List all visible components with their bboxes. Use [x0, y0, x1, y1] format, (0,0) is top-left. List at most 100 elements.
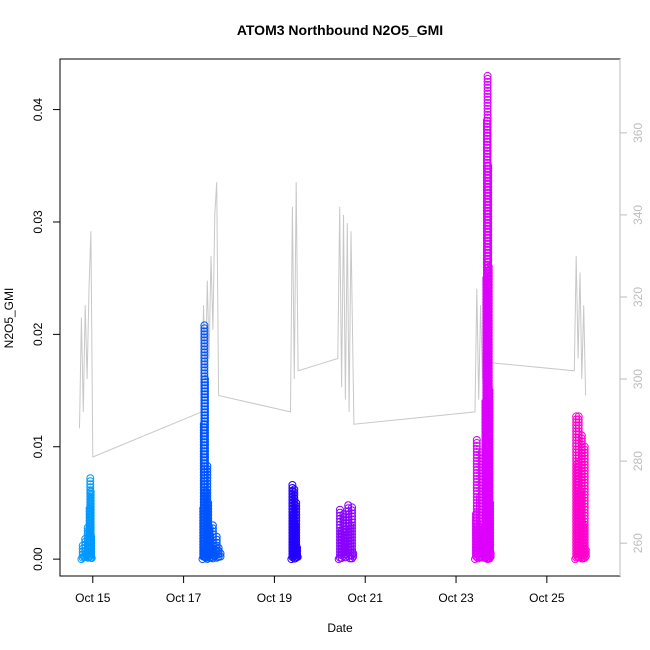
data-point-fill	[580, 484, 589, 493]
data-point-fill	[203, 488, 212, 497]
data-point-fill	[86, 514, 95, 523]
data-point-fill	[484, 209, 493, 218]
data-point-fill	[348, 515, 356, 524]
data-point-fill	[484, 334, 493, 343]
data-point-fill	[86, 526, 95, 535]
data-point-fill	[485, 419, 494, 428]
data-point-fill	[580, 502, 589, 511]
data-point-fill	[485, 410, 494, 419]
data-point-fill	[574, 415, 583, 424]
data-point-fill	[485, 395, 494, 404]
data-point	[216, 549, 225, 558]
data-point	[293, 543, 302, 552]
x-tick-label: Oct 19	[257, 591, 293, 605]
data-point-fill	[485, 401, 494, 410]
right-axis-tick-label: 360	[631, 123, 645, 143]
data-point-fill	[484, 289, 493, 298]
data-point	[292, 498, 301, 507]
data-point-fill	[484, 248, 493, 257]
data-point-fill	[484, 182, 493, 191]
chart-title: ATOM3 Northbound N2O5_GMI	[237, 22, 443, 38]
data-point-fill	[486, 501, 495, 510]
data-point-fill	[293, 546, 302, 555]
data-point-fill	[485, 416, 494, 425]
data-point-fill	[485, 464, 494, 473]
data-point-fill	[203, 479, 212, 488]
data-point-fill	[486, 525, 495, 534]
data-point-fill	[580, 487, 589, 496]
data-point-fill	[486, 519, 495, 528]
data-point-fill	[483, 104, 492, 113]
data-point-fill	[574, 418, 583, 427]
data-point-fill	[484, 373, 493, 382]
data-point-fill	[486, 504, 495, 513]
data-point-fill	[484, 203, 493, 212]
data-point-fill	[201, 426, 209, 435]
data-point-fill	[484, 325, 493, 334]
data-point-fill	[483, 122, 492, 131]
data-point-fill	[290, 503, 299, 512]
data-point	[214, 543, 223, 552]
data-point-fill	[484, 322, 493, 331]
data-point	[486, 498, 495, 507]
data-point-fill	[485, 404, 494, 413]
data-point-fill	[201, 435, 209, 444]
data-point-fill	[290, 491, 299, 500]
data-point-fill	[484, 233, 493, 242]
data-point-fill	[484, 331, 493, 340]
data-point-fill	[201, 456, 209, 465]
data-point-fill	[201, 396, 209, 405]
data-point-fill	[472, 442, 481, 450]
data-point-fill	[293, 549, 302, 558]
data-point-fill	[484, 194, 493, 203]
data-point-fill	[201, 459, 209, 468]
data-point-fill	[485, 482, 494, 491]
data-point-fill	[290, 488, 299, 497]
data-point-fill	[288, 493, 297, 501]
data-point-fill	[485, 467, 494, 476]
data-point-fill	[484, 364, 493, 373]
data-point-fill	[485, 425, 494, 434]
data-point-fill	[200, 339, 209, 348]
data-point-fill	[348, 512, 356, 521]
data-point-fill	[484, 215, 493, 224]
data-point-fill	[86, 505, 95, 514]
data-point-fill	[201, 390, 209, 399]
data-point-fill	[483, 92, 492, 101]
data-point-fill	[200, 357, 209, 366]
data-point-fill	[201, 423, 209, 432]
data-point-fill	[580, 496, 589, 505]
data-point-fill	[580, 553, 589, 562]
data-point-fill	[484, 197, 493, 206]
data-point-fill	[484, 212, 493, 221]
data-point-fill	[484, 167, 493, 176]
data-point-fill	[292, 513, 301, 522]
data-point-fill	[574, 424, 583, 433]
data-point-fill	[484, 370, 493, 379]
data-point-fill	[212, 535, 221, 544]
data-point-fill	[201, 450, 209, 459]
data-point-fill	[483, 101, 492, 110]
data-point-fill	[484, 355, 493, 364]
data-point-fill	[87, 538, 96, 547]
data-point-fill	[483, 152, 492, 161]
data-point-fill	[485, 455, 494, 464]
data-point-fill	[486, 543, 495, 552]
secondary-line-layer	[79, 182, 587, 458]
data-point-fill	[292, 525, 301, 534]
data-point-fill	[348, 551, 356, 560]
data-point-fill	[483, 140, 492, 149]
data-point-fill	[483, 143, 492, 152]
data-point-fill	[483, 83, 492, 92]
data-point	[204, 498, 213, 507]
data-point-fill	[483, 149, 492, 158]
x-tick-label: Oct 23	[438, 591, 474, 605]
data-point-fill	[484, 227, 493, 236]
data-point-fill	[484, 176, 493, 185]
data-point-fill	[484, 277, 493, 286]
data-point-fill	[200, 360, 209, 369]
data-point-fill	[201, 381, 209, 390]
data-point	[484, 262, 493, 271]
data-point-fill	[483, 89, 492, 98]
data-point-fill	[344, 504, 353, 513]
